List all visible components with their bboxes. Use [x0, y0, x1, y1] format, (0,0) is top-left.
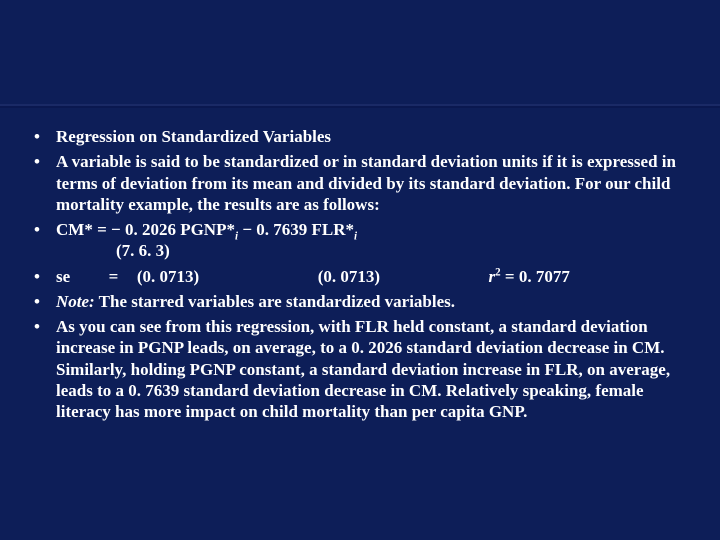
bullet-6: • As you can see from this regression, w…: [34, 316, 692, 422]
bullet-marker: •: [34, 151, 56, 215]
bullet-text: As you can see from this regression, wit…: [56, 316, 692, 422]
note-text: The starred variables are standardized v…: [95, 292, 455, 311]
bullet-5-note: • Note: The starred variables are standa…: [34, 291, 692, 312]
se-label: se: [56, 267, 70, 286]
bullet-1: • Regression on Standardized Variables: [34, 126, 692, 147]
bullet-2: • A variable is said to be standardized …: [34, 151, 692, 215]
eq-mid1: PGNP*: [176, 220, 235, 239]
bullet-marker: •: [34, 126, 56, 147]
eq-mid2: −: [238, 220, 256, 239]
se-line: se = (0. 0713) (0. 0713) r2 = 0. 7077: [56, 266, 692, 287]
bullet-marker: •: [34, 219, 56, 262]
se-2: (0. 0713): [318, 267, 380, 286]
bullet-text: Regression on Standardized Variables: [56, 126, 692, 147]
eq-coef1: 0. 2026: [125, 220, 176, 239]
r-mid: =: [501, 267, 519, 286]
note-line: Note: The starred variables are standard…: [56, 291, 692, 312]
bullet-marker: •: [34, 291, 56, 312]
bullet-text: A variable is said to be standardized or…: [56, 151, 692, 215]
slide-content: • Regression on Standardized Variables •…: [0, 108, 720, 422]
se-1: (0. 0713): [137, 267, 199, 286]
equation-line: CM* = − 0. 2026 PGNP*i − 0. 7639 FLR*i (…: [56, 219, 692, 262]
bullet-3-equation: • CM* = − 0. 2026 PGNP*i − 0. 7639 FLR*i…: [34, 219, 692, 262]
eq-number: (7. 6. 3): [56, 240, 692, 261]
eq-mid3: FLR*: [307, 220, 354, 239]
eq-pre: CM* = −: [56, 220, 125, 239]
eq-sub2: i: [354, 230, 357, 242]
bullet-marker: •: [34, 316, 56, 422]
bullet-marker: •: [34, 266, 56, 287]
r-val: 0. 7077: [519, 267, 570, 286]
note-label: Note:: [56, 292, 95, 311]
bullet-4-se: • se = (0. 0713) (0. 0713) r2 = 0. 7077: [34, 266, 692, 287]
eq-coef2: 0. 7639: [256, 220, 307, 239]
se-eq: =: [109, 267, 119, 286]
